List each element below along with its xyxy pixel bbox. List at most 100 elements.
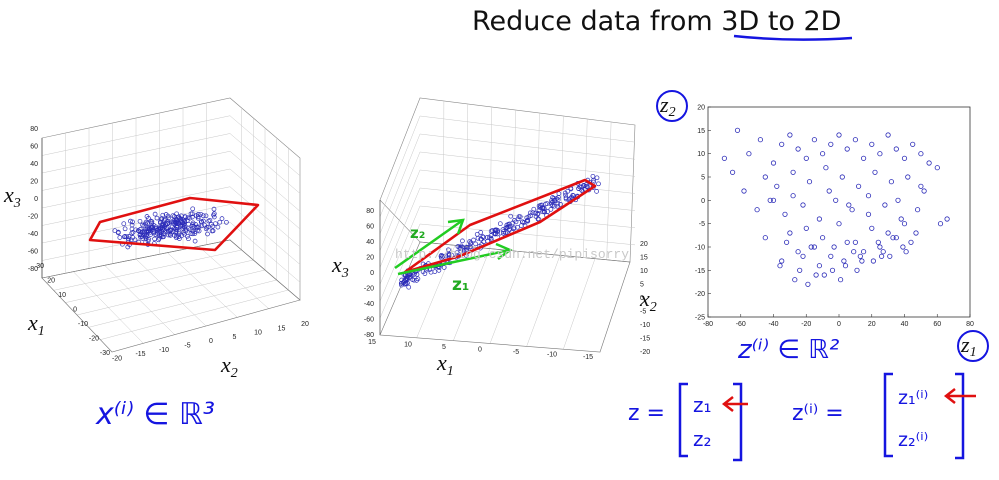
plot2d-point [903,249,909,255]
mid-x2-tick: -5 [640,309,646,316]
plot3d-mid: z₂ z₁ http://blog.csdn.net/pipisorry 80 6… [331,97,657,379]
plot2d-point [860,155,867,161]
mid-point [474,231,480,237]
left-point [186,236,191,242]
plot2d-point [803,225,809,231]
z-vector-top: z₁ [693,393,712,417]
left-point [190,220,196,226]
left-x2-tick: 5 [233,334,237,341]
left-x2-ticks: 20 15 10 5 0 -5 -10 -15 -20 [112,321,309,362]
mid-point [594,189,599,194]
left-point [194,224,200,230]
plot2d-y-ticks: 20 15 10 5 0 -5 -10 -15 -20 -25 [695,105,711,322]
left-grid-line [135,258,207,327]
title-underline [733,34,853,41]
mid-point [562,190,568,196]
mid-point [590,173,596,179]
left-z-tick: 40 [30,161,38,168]
left-point [146,236,152,242]
plot2d-point [926,160,932,166]
mid-point [576,186,581,191]
left-point [175,214,181,220]
mid-point [550,195,555,200]
mid-point [515,216,521,222]
left-point [190,231,196,237]
mid-x1-tick: 5 [442,344,446,351]
mid-point [500,227,506,232]
mid-point [455,244,461,249]
mid-watermark: http://blog.csdn.net/pipisorry [395,247,629,262]
plot2d-point [877,151,883,157]
plot2d: -80 -60 -40 -20 0 20 40 60 80 20 15 10 5 0 -5 -10 -15 -2… [656,90,989,362]
plot2d-point [806,179,813,185]
mid-point [464,247,470,252]
plot2d-point [857,253,863,259]
mid-x2-tick: 0 [640,295,644,302]
plot2d-y-tick: -15 [695,268,705,275]
mid-grid [379,100,636,350]
left-point [143,236,149,241]
mid-point [478,230,484,235]
plot2d-x-tick: -40 [768,321,778,328]
plot2d-point [754,207,760,213]
plot2d-point [893,235,899,241]
left-point [211,206,217,212]
mid-x1-tick: -10 [547,352,557,359]
left-point [199,219,205,224]
left-x1-tick: -20 [89,336,99,343]
zi-vector-red-arrow [943,388,976,404]
mid-z1-arrowhead [495,242,513,260]
mid-z-tick: -80 [364,332,374,339]
left-x1-tick: 0 [73,307,77,314]
plot2d-point [813,272,819,278]
mid-point [535,211,541,216]
plot2d-point [898,216,904,222]
plot2d-point [721,155,728,161]
plot2d-x-tick: 80 [966,321,974,328]
mid-point [545,209,550,214]
left-point [209,228,215,234]
left-point [186,221,191,227]
mid-z2-annot: z₂ [410,224,425,242]
mid-point [411,277,417,283]
left-point [160,221,166,227]
mid-x2-tick: 10 [640,268,648,275]
zi-vector-left-bracket [883,372,893,458]
left-point [130,230,136,235]
plot2d-y-label: z2 [659,92,676,120]
plot2d-y-tick: 15 [697,128,705,135]
left-point [193,222,198,227]
left-point [187,215,193,221]
mid-point [400,280,406,285]
left-point [183,228,189,234]
left-point [190,222,196,227]
left-point [130,235,136,240]
z-vector-right-bracket [733,382,743,462]
plot2d-point [865,193,872,199]
mid-point [501,229,506,234]
mid-point [441,265,447,270]
plot2d-point [790,193,796,199]
left-point [152,211,158,217]
mid-point [511,225,517,231]
mid-point [536,208,542,213]
mid-point [519,223,524,228]
mid-point [507,223,513,229]
mid-point [480,234,486,239]
mid-point [513,219,519,225]
mid-point [481,239,487,245]
plot2d-point [893,146,899,152]
plot2d-point [787,230,793,236]
left-point [174,233,179,239]
mid-point [467,239,472,244]
mid-point [541,208,547,214]
left-point [190,228,196,234]
plot2d-point [734,127,741,133]
left-point [188,211,194,217]
mid-grid-line [419,115,636,143]
mid-point [584,184,589,189]
zi-vector-right-bracket [955,372,965,460]
left-point [219,216,225,221]
left-point [115,229,121,235]
